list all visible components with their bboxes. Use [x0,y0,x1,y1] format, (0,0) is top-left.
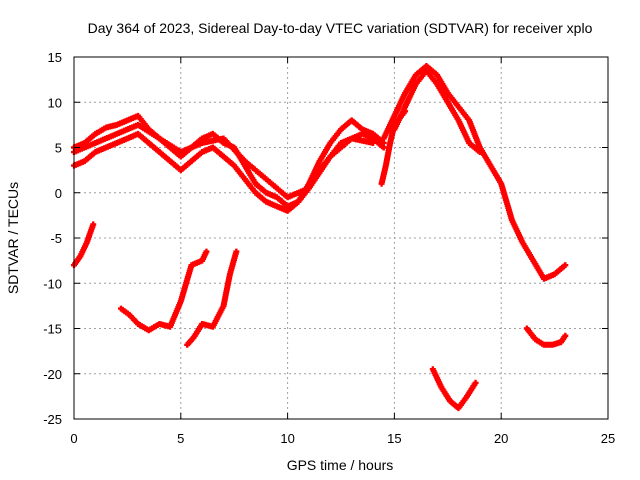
x-tick-label: 10 [280,431,294,446]
series-arc-18 [429,366,479,412]
y-tick-label: -15 [43,322,62,337]
y-tick-label: 15 [48,50,62,65]
data-points [71,63,569,412]
y-tick-label: 10 [48,95,62,110]
y-tick-label: 5 [55,141,62,156]
x-tick-label: 20 [494,431,508,446]
data-point [562,332,569,339]
data-point [472,379,479,386]
axis-ticks: 0 5 10 15 20 25 -25 -20 -15 -10 -5 0 5 10 15 [43,50,615,446]
data-point [402,108,409,115]
series-arc-3-6 [117,248,210,334]
x-tick-label: 5 [177,431,184,446]
x-axis-label: GPS time / hours [287,457,394,473]
y-tick-label: -20 [43,367,62,382]
y-axis-label: SDTVAR / TECUs [5,182,21,294]
x-tick-label: 0 [70,431,77,446]
series-arc-late-3 [378,108,409,187]
data-point [380,144,387,151]
data-point [562,262,569,269]
x-tick-label: 25 [601,431,615,446]
chart-title: Day 364 of 2023, Sidereal Day-to-day VTE… [88,20,593,36]
data-point [370,139,377,146]
data-point [476,149,483,156]
y-tick-label: -5 [50,231,62,246]
y-tick-label: 0 [55,186,62,201]
series-arc-main-3 [71,121,377,201]
data-point [233,248,240,255]
y-tick-label: -10 [43,276,62,291]
series-arc-5-7 [184,248,240,348]
y-tick-label: -25 [43,412,62,427]
data-point [203,248,210,255]
series-arc-21-23 [523,325,569,348]
series-arc-left-drop [71,221,97,269]
data-point [90,221,97,228]
x-tick-label: 15 [387,431,401,446]
